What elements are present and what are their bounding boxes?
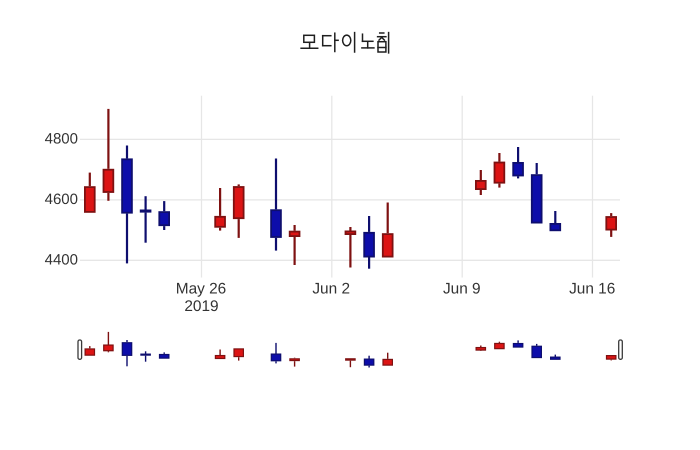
svg-text:4800: 4800 <box>45 131 78 148</box>
svg-text:Jun 9: Jun 9 <box>443 281 481 298</box>
svg-text:4600: 4600 <box>45 191 78 208</box>
svg-text:4400: 4400 <box>45 252 78 269</box>
svg-text:Jun 2: Jun 2 <box>312 281 350 298</box>
svg-text:May 26: May 26 <box>176 281 226 298</box>
svg-text:Jun 16: Jun 16 <box>569 281 615 298</box>
svg-text:2019: 2019 <box>184 298 218 315</box>
